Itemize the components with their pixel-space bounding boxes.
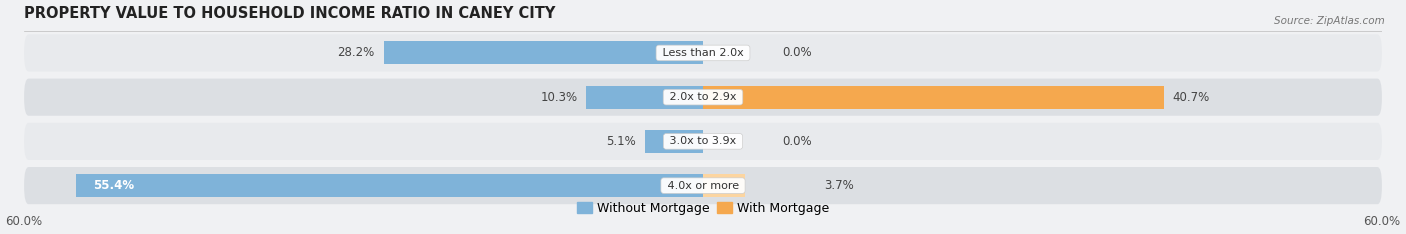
Bar: [76, 174, 703, 197]
Text: Less than 2.0x: Less than 2.0x: [659, 48, 747, 58]
FancyBboxPatch shape: [24, 123, 1382, 160]
Bar: [384, 41, 703, 64]
Bar: [703, 174, 745, 197]
Text: PROPERTY VALUE TO HOUSEHOLD INCOME RATIO IN CANEY CITY: PROPERTY VALUE TO HOUSEHOLD INCOME RATIO…: [24, 6, 555, 21]
Text: 5.1%: 5.1%: [606, 135, 637, 148]
Bar: [703, 86, 1164, 109]
Text: Source: ZipAtlas.com: Source: ZipAtlas.com: [1274, 16, 1385, 26]
Bar: [586, 86, 703, 109]
Text: 3.7%: 3.7%: [824, 179, 853, 192]
Text: 10.3%: 10.3%: [540, 91, 578, 104]
Text: 3.0x to 3.9x: 3.0x to 3.9x: [666, 136, 740, 146]
Bar: [645, 130, 703, 153]
Text: 40.7%: 40.7%: [1173, 91, 1209, 104]
Text: 2.0x to 2.9x: 2.0x to 2.9x: [666, 92, 740, 102]
FancyBboxPatch shape: [24, 167, 1382, 204]
Text: 28.2%: 28.2%: [337, 46, 375, 59]
FancyBboxPatch shape: [24, 34, 1382, 72]
Text: 0.0%: 0.0%: [782, 46, 811, 59]
Text: 55.4%: 55.4%: [93, 179, 134, 192]
FancyBboxPatch shape: [24, 79, 1382, 116]
Text: 0.0%: 0.0%: [782, 135, 811, 148]
Legend: Without Mortgage, With Mortgage: Without Mortgage, With Mortgage: [572, 197, 834, 220]
Text: 4.0x or more: 4.0x or more: [664, 181, 742, 191]
